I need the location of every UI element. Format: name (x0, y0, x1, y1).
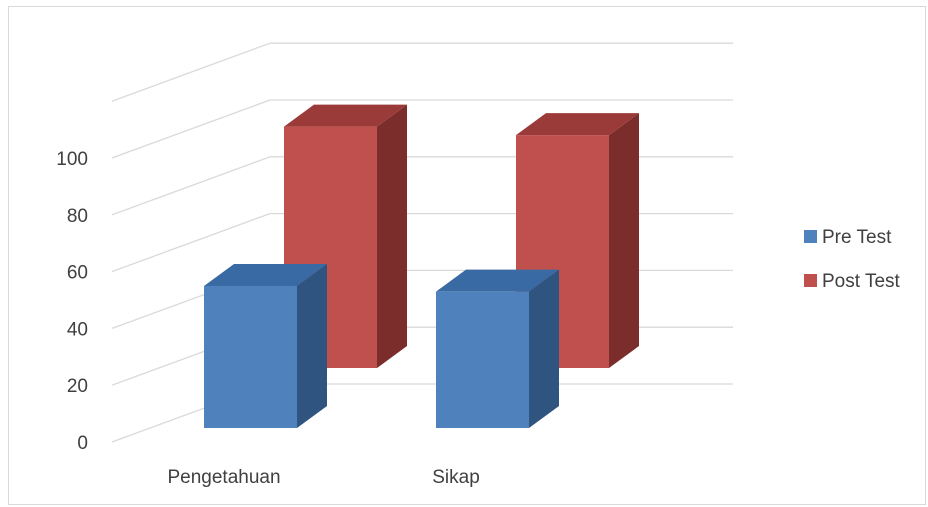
y-tick-label: 80 (67, 206, 88, 227)
y-axis-ticks: 0 20 40 60 80 100 (56, 149, 88, 454)
bar-pre-test-pengetahuan (204, 264, 327, 428)
bar-side (609, 113, 639, 369)
y-tick-label: 40 (67, 319, 88, 340)
legend-label: Pre Test (822, 227, 892, 248)
chart-legend: Pre Test Post Test (804, 227, 901, 292)
gridline-side (111, 212, 271, 273)
y-tick-label: 60 (67, 263, 88, 284)
x-axis-ticks: Pengetahuan Sikap (167, 467, 479, 488)
legend-swatch (804, 274, 817, 287)
legend-label: Post Test (822, 271, 901, 292)
bar-pre-test-sikap (436, 269, 559, 428)
legend-item: Pre Test (804, 227, 892, 248)
bar-front (436, 291, 529, 428)
legend-item: Post Test (804, 271, 901, 292)
gridline-side (111, 99, 271, 159)
chart-bars (204, 104, 639, 428)
y-tick-label: 0 (77, 433, 88, 454)
gridline-side (111, 42, 271, 102)
bar-post-test-pengetahuan (284, 104, 407, 368)
y-tick-label: 100 (56, 149, 88, 170)
bar-top (516, 113, 639, 136)
bar-top (284, 104, 407, 127)
bar-side (529, 269, 559, 428)
bar-top (436, 269, 559, 292)
x-tick-label: Pengetahuan (167, 467, 280, 488)
y-tick-label: 20 (67, 376, 88, 397)
bar-side (377, 104, 407, 368)
legend-swatch (804, 230, 817, 243)
gridline-side (111, 156, 271, 216)
bar-front (204, 286, 297, 428)
bar-top (204, 264, 327, 286)
bar-side (297, 264, 327, 428)
x-tick-label: Sikap (432, 467, 480, 488)
